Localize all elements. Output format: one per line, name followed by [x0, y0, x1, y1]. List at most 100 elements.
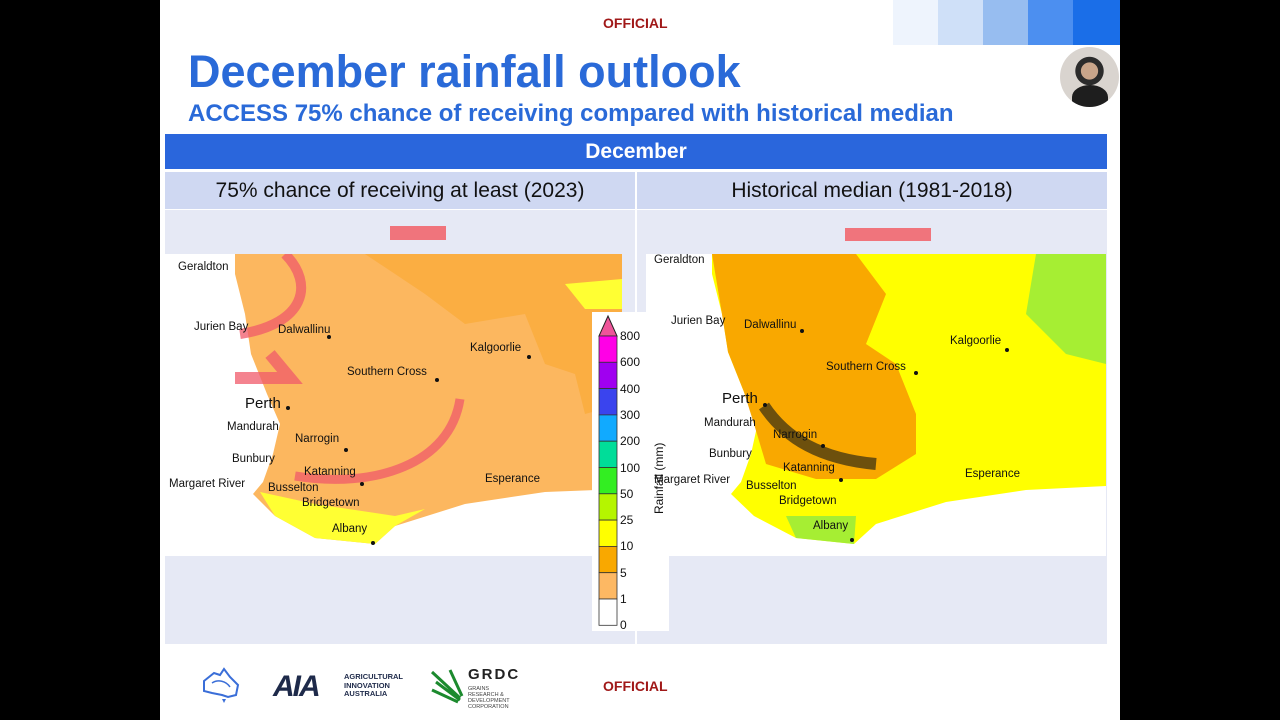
- annotation-arc: [239, 254, 307, 339]
- annotation-mark: [390, 226, 446, 240]
- city-label: Mandurah: [704, 417, 756, 429]
- colorbar-tick-label: 100: [620, 460, 641, 475]
- city-label: Jurien Bay: [194, 321, 249, 333]
- colorbar-tick-label: 600: [620, 355, 641, 370]
- colorbar-swatch: [598, 335, 618, 363]
- grdc-logo-subtext: GRAINS RESEARCH & DEVELOPMENT CORPORATIO…: [468, 686, 510, 710]
- colorbar-tick-label: 1: [620, 592, 627, 606]
- aia-logo-text: AGRICULTURAL INNOVATION AUSTRALIA: [344, 672, 403, 698]
- city-label: Kalgoorlie: [470, 342, 522, 354]
- city-label: Narrogin: [295, 433, 340, 445]
- city-label: Esperance: [485, 473, 540, 485]
- colorbar-tick-label: 10: [620, 539, 634, 554]
- colorbar-swatches: [598, 314, 618, 626]
- zone-orange: [712, 254, 916, 479]
- colorbar-tick-label: 800: [620, 329, 641, 343]
- slide: OFFICIAL December rainfall outlook ACCES…: [160, 0, 1120, 720]
- city-label: Perth: [245, 395, 281, 412]
- city-label: Busselton: [746, 480, 797, 492]
- colorbar-tick-label: 25: [620, 513, 634, 528]
- map-outlook: [165, 254, 622, 556]
- city-label: Katanning: [783, 462, 835, 474]
- city-dot: [914, 371, 918, 375]
- decor-square: [938, 0, 983, 45]
- colorbar-tick-label: 400: [620, 381, 641, 396]
- city-label: Busselton: [268, 482, 319, 494]
- city-label: Geraldton: [178, 261, 229, 273]
- city-label: Narrogin: [773, 429, 818, 441]
- city-label: Southern Cross: [826, 361, 906, 373]
- colorbar-tick-label: 5: [620, 565, 627, 580]
- grdc-leaf-icon: [430, 669, 464, 704]
- city-label: Kalgoorlie: [950, 335, 1002, 347]
- colorbar-tick-label: 50: [620, 486, 634, 501]
- colorbar-swatch: [598, 361, 618, 389]
- city-dot: [371, 541, 375, 545]
- classification-bottom: OFFICIAL: [603, 678, 668, 694]
- city-label: Margaret River: [654, 474, 731, 486]
- colorbar-swatch: [598, 493, 618, 521]
- colorbar-swatch: [598, 388, 618, 416]
- map-median: [646, 254, 1106, 556]
- city-label: Dalwallinu: [278, 324, 331, 336]
- annotation-band: [759, 402, 877, 470]
- classification-top: OFFICIAL: [603, 15, 668, 31]
- zone-yellow-south: [260, 492, 425, 544]
- city-label: Bridgetown: [302, 497, 360, 509]
- colorbar-tick-label: 300: [620, 407, 641, 422]
- colorbar-tick-label: 0: [620, 618, 627, 633]
- month-bar: December: [165, 134, 1107, 169]
- colorbar-swatch: [598, 572, 618, 600]
- city-label: Bridgetown: [779, 495, 837, 507]
- zone-green: [1026, 254, 1106, 364]
- annotation-arrow: [235, 350, 303, 384]
- colorbar-label: Rainfall (mm): [652, 442, 666, 514]
- presenter-body: [1072, 85, 1108, 107]
- city-label: Southern Cross: [347, 366, 427, 378]
- decor-square: [1028, 0, 1073, 45]
- zone-green: [786, 516, 856, 544]
- city-dot: [1005, 348, 1009, 352]
- city-dot: [360, 482, 364, 486]
- city-label: Jurien Bay: [671, 315, 726, 327]
- city-label: Albany: [332, 523, 368, 535]
- city-dot: [527, 355, 531, 359]
- city-dot: [435, 378, 439, 382]
- city-label: Perth: [722, 390, 758, 407]
- city-dot: [821, 444, 825, 448]
- aia-logo-mark: AIA: [273, 670, 321, 703]
- city-label: Katanning: [304, 466, 356, 478]
- page-title: December rainfall outlook: [188, 46, 741, 97]
- annotation-arc: [294, 398, 465, 484]
- zone-yellow-ne: [565, 279, 622, 309]
- city-dot: [839, 478, 843, 482]
- australia-map-logo: [203, 667, 240, 703]
- colorbar-swatch: [598, 598, 618, 626]
- city-dot: [763, 403, 767, 407]
- city-label: Albany: [813, 520, 849, 532]
- city-dot: [850, 538, 854, 542]
- land-outlook: [235, 254, 622, 544]
- panel-heading-outlook: 75% chance of receiving at least (2023): [165, 172, 635, 209]
- colorbar-swatch: [598, 545, 618, 574]
- colorbar-tick-label: 200: [620, 434, 641, 449]
- grdc-logo-text: GRDC: [468, 666, 521, 683]
- colorbar-extend-arrow: [598, 314, 618, 337]
- presenter-webcam: [1060, 47, 1119, 107]
- colorbar-swatch: [598, 519, 618, 547]
- colorbar-swatch: [598, 467, 618, 495]
- city-label: Geraldton: [654, 254, 705, 266]
- city-label: Dalwallinu: [744, 319, 797, 331]
- city-label: Margaret River: [169, 478, 246, 490]
- city-dot: [327, 335, 331, 339]
- annotation-mark: [845, 228, 931, 241]
- decor-square: [983, 0, 1028, 45]
- city-dot: [800, 329, 804, 333]
- decor-square: [1073, 0, 1120, 45]
- colorbar-swatch: [598, 414, 618, 442]
- city-dot: [344, 448, 348, 452]
- colorbar: 800 600 400 300 200 100 50 25 10 5 1 0 Rainfall (mm…: [592, 312, 669, 633]
- city-label: Bunbury: [232, 453, 275, 465]
- panel-heading-median: Historical median (1981-2018): [637, 172, 1107, 209]
- zone-orange: [365, 254, 622, 414]
